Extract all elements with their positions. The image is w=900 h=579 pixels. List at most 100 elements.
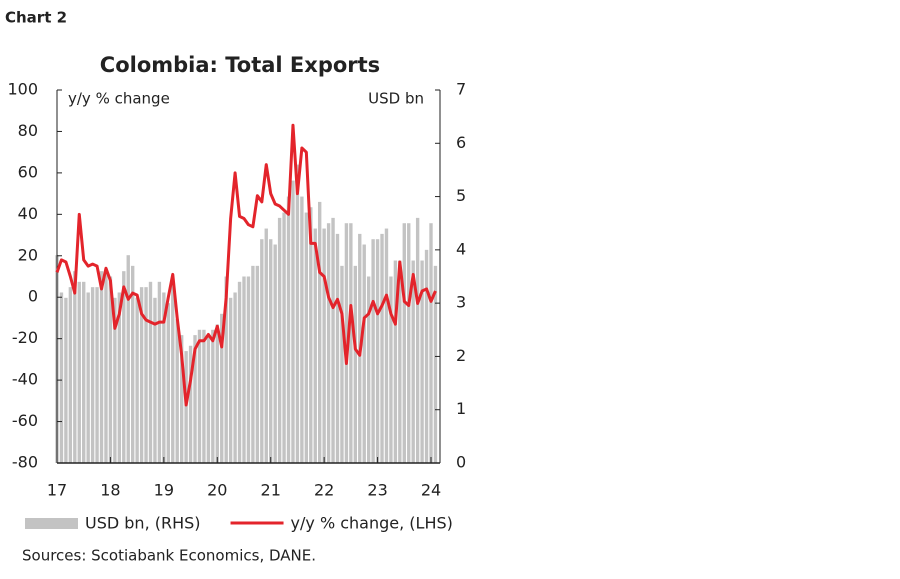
y2-tick-label: 0 [456, 453, 466, 472]
y-tick-label: -80 [12, 453, 38, 472]
bar [139, 287, 144, 463]
x-tick-label: 24 [421, 481, 441, 500]
y2-axis-label: USD bn [368, 90, 424, 108]
bar [246, 276, 251, 463]
bar [220, 313, 224, 463]
bar [197, 329, 202, 463]
bar [59, 292, 64, 463]
x-tick-label: 23 [367, 481, 387, 500]
source: Sources: Scotiabank Economics, DANE. [22, 547, 316, 565]
y-tick-label: 20 [18, 245, 38, 264]
bar [264, 228, 268, 463]
bar [375, 239, 380, 463]
bar [349, 223, 353, 463]
bar [162, 292, 166, 463]
bar [326, 223, 331, 463]
bar [331, 217, 335, 463]
y-tick-label: 40 [18, 204, 38, 223]
y2-tick-label: 7 [456, 80, 466, 99]
bar [398, 260, 402, 463]
bar [309, 207, 313, 463]
legend-label: USD bn, (RHS) [85, 514, 201, 533]
y2-tick-label: 4 [456, 239, 466, 258]
bar [282, 212, 286, 463]
bar [433, 265, 438, 463]
bar [73, 271, 77, 463]
bar [117, 292, 122, 463]
bar [86, 292, 90, 463]
bar [233, 292, 237, 463]
bar [260, 239, 264, 463]
y2-tick-label: 5 [456, 186, 466, 205]
bar [184, 351, 188, 463]
bar [322, 228, 326, 463]
bar [113, 297, 117, 463]
y-tick-label: -20 [12, 328, 38, 347]
y-axis-label: y/y % change [68, 90, 170, 108]
bar [420, 260, 424, 463]
bar [108, 276, 113, 463]
bar [415, 217, 420, 463]
y-tick-label: 100 [7, 80, 38, 99]
bar [206, 335, 211, 463]
bar [157, 281, 162, 463]
bar [277, 217, 282, 463]
y-tick-label: 80 [18, 121, 38, 140]
bar [90, 287, 95, 463]
x-tick-label: 17 [47, 481, 67, 500]
bar [144, 287, 148, 463]
bar [366, 276, 371, 463]
y2-tick-label: 3 [456, 293, 466, 312]
bar [393, 260, 398, 463]
bar [269, 239, 273, 463]
bar [130, 265, 135, 463]
bar [228, 297, 233, 463]
bar [384, 228, 389, 463]
bar [211, 329, 215, 463]
bar [135, 297, 139, 463]
bar [255, 265, 260, 463]
bar [166, 303, 171, 463]
x-tick-label: 20 [207, 481, 227, 500]
bar [188, 345, 193, 463]
bar [237, 281, 242, 463]
y-tick-label: 0 [28, 287, 38, 306]
bar [122, 271, 126, 463]
bar [273, 244, 277, 463]
x-tick-label: 18 [100, 481, 120, 500]
bar [224, 276, 228, 463]
bar [300, 196, 304, 464]
bar [202, 329, 206, 463]
bar [179, 335, 184, 463]
bar [291, 180, 295, 464]
bar [95, 287, 99, 463]
bar [362, 244, 366, 463]
bar [175, 319, 179, 463]
bar [313, 228, 317, 463]
bar [99, 271, 104, 463]
bar [295, 164, 300, 463]
bar [424, 249, 429, 463]
bar [340, 265, 344, 463]
bar [148, 281, 153, 463]
bar [193, 335, 197, 463]
bar [215, 324, 219, 463]
legend-swatch [25, 518, 78, 529]
line [55, 123, 437, 407]
bar [286, 196, 291, 464]
bar [371, 239, 375, 463]
y-tick-label: -40 [12, 370, 38, 389]
bar [153, 297, 157, 463]
x-tick-label: 19 [154, 481, 174, 500]
bar [242, 276, 246, 463]
bar [304, 212, 309, 463]
y2-tick-label: 1 [456, 399, 466, 418]
x-tick-label: 22 [314, 481, 334, 500]
bar [317, 201, 322, 463]
bar [402, 223, 406, 463]
chart-label: Chart 2 [5, 9, 67, 27]
bar [126, 255, 130, 463]
y-tick-label: 60 [18, 162, 38, 181]
y2-tick-label: 2 [456, 346, 466, 365]
